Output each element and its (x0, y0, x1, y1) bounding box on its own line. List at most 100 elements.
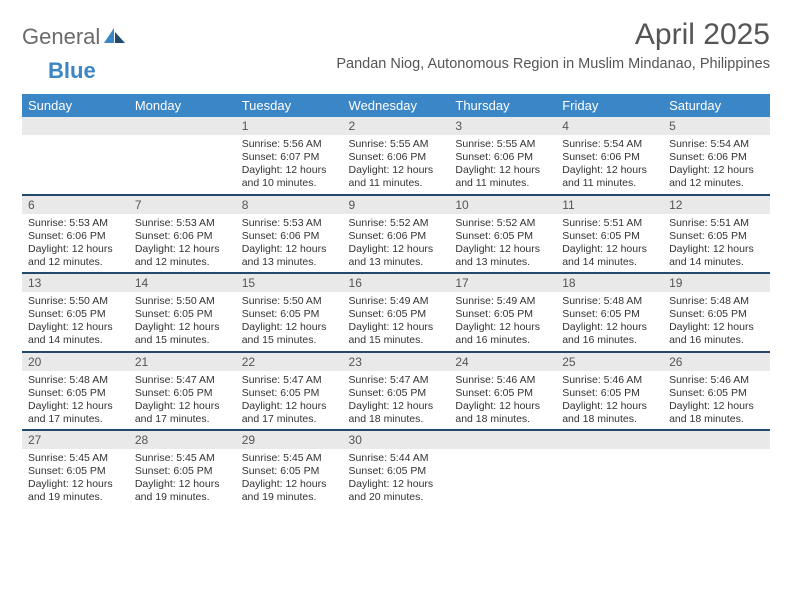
day-cell: Sunrise: 5:47 AMSunset: 6:05 PMDaylight:… (236, 371, 343, 431)
sunrise-line: Sunrise: 5:56 AM (242, 138, 337, 151)
daylight-line: Daylight: 12 hours (669, 243, 764, 256)
day-number (663, 431, 770, 449)
day-number: 16 (343, 274, 450, 292)
daylight-line-2: and 11 minutes. (349, 177, 444, 190)
sunrise-line: Sunrise: 5:50 AM (135, 295, 230, 308)
sunset-line: Sunset: 6:06 PM (242, 230, 337, 243)
daylight-line: Daylight: 12 hours (135, 400, 230, 413)
day-cell (663, 449, 770, 508)
daylight-line: Daylight: 12 hours (669, 164, 764, 177)
day-cell: Sunrise: 5:50 AMSunset: 6:05 PMDaylight:… (22, 292, 129, 352)
daylight-line: Daylight: 12 hours (562, 164, 657, 177)
week-2-daynums: 13141516171819 (22, 274, 770, 292)
daylight-line: Daylight: 12 hours (455, 164, 550, 177)
day-number: 15 (236, 274, 343, 292)
day-cell: Sunrise: 5:47 AMSunset: 6:05 PMDaylight:… (343, 371, 450, 431)
sunset-line: Sunset: 6:06 PM (28, 230, 123, 243)
calendar-table: SundayMondayTuesdayWednesdayThursdayFrid… (22, 94, 770, 508)
daylight-line-2: and 15 minutes. (349, 334, 444, 347)
sunset-line: Sunset: 6:06 PM (562, 151, 657, 164)
sunset-line: Sunset: 6:05 PM (669, 308, 764, 321)
sunset-line: Sunset: 6:05 PM (28, 308, 123, 321)
sunrise-line: Sunrise: 5:49 AM (455, 295, 550, 308)
week-0-daynums: 12345 (22, 117, 770, 135)
sunrise-line: Sunrise: 5:46 AM (562, 374, 657, 387)
day-number: 1 (236, 117, 343, 135)
day-number: 28 (129, 431, 236, 449)
dow-friday: Friday (556, 94, 663, 117)
day-cell: Sunrise: 5:45 AMSunset: 6:05 PMDaylight:… (22, 449, 129, 508)
day-cell: Sunrise: 5:49 AMSunset: 6:05 PMDaylight:… (449, 292, 556, 352)
day-number: 21 (129, 353, 236, 371)
calendar-body: 12345Sunrise: 5:56 AMSunset: 6:07 PMDayl… (22, 117, 770, 508)
week-1-daynums: 6789101112 (22, 196, 770, 214)
sunset-line: Sunset: 6:05 PM (28, 387, 123, 400)
day-number: 23 (343, 353, 450, 371)
daylight-line-2: and 10 minutes. (242, 177, 337, 190)
sunrise-line: Sunrise: 5:53 AM (28, 217, 123, 230)
day-number: 8 (236, 196, 343, 214)
daylight-line-2: and 13 minutes. (242, 256, 337, 269)
sunrise-line: Sunrise: 5:52 AM (349, 217, 444, 230)
daylight-line-2: and 12 minutes. (28, 256, 123, 269)
sunrise-line: Sunrise: 5:48 AM (669, 295, 764, 308)
day-number: 2 (343, 117, 450, 135)
week-4-bodies: Sunrise: 5:45 AMSunset: 6:05 PM Daylight:… (22, 449, 770, 508)
sunset-line: Sunset: 6:05 PM (135, 465, 230, 478)
day-number (129, 117, 236, 135)
sunrise-line: Sunrise: 5:44 AM (349, 452, 444, 465)
daylight-line-2: and 14 minutes. (562, 256, 657, 269)
day-cell: Sunrise: 5:55 AMSunset: 6:06 PMDaylight:… (343, 135, 450, 195)
day-number: 10 (449, 196, 556, 214)
day-number: 18 (556, 274, 663, 292)
day-cell: Sunrise: 5:51 AMSunset: 6:05 PMDaylight:… (663, 214, 770, 274)
day-number: 4 (556, 117, 663, 135)
daylight-line: Daylight: 12 hours (135, 321, 230, 334)
day-cell (129, 135, 236, 195)
day-cell: Sunrise: 5:46 AMSunset: 6:05 PMDaylight:… (663, 371, 770, 431)
day-cell: Sunrise: 5:51 AMSunset: 6:05 PMDaylight:… (556, 214, 663, 274)
sunrise-line: Sunrise: 5:50 AM (28, 295, 123, 308)
logo: General (22, 24, 128, 50)
daylight-line-2: and 15 minutes. (135, 334, 230, 347)
sunset-line: Sunset: 6:05 PM (455, 387, 550, 400)
week-0-bodies: Sunrise: 5:56 AMSunset: 6:07 PMDaylight:… (22, 135, 770, 195)
daylight-line-2: and 16 minutes. (562, 334, 657, 347)
daylight-line: Daylight: 12 hours (349, 400, 444, 413)
daylight-line-2: and 19 minutes. (242, 491, 337, 504)
day-of-week-header: SundayMondayTuesdayWednesdayThursdayFrid… (22, 94, 770, 117)
day-number: 5 (663, 117, 770, 135)
day-number: 7 (129, 196, 236, 214)
daylight-line: Daylight: 12 hours (28, 243, 123, 256)
day-cell: Sunrise: 5:53 AMSunset: 6:06 PMDaylight:… (129, 214, 236, 274)
dow-thursday: Thursday (449, 94, 556, 117)
day-number: 22 (236, 353, 343, 371)
daylight-line-2: and 19 minutes. (135, 491, 230, 504)
day-cell: Sunrise: 5:45 AMSunset: 6:05 PMDaylight:… (129, 449, 236, 508)
daylight-line: Daylight: 12 hours (562, 321, 657, 334)
day-number: 11 (556, 196, 663, 214)
sunrise-line: Sunrise: 5:47 AM (349, 374, 444, 387)
day-cell: Sunrise: 5:50 AMSunset: 6:05 PMDaylight:… (236, 292, 343, 352)
daylight-line: Daylight: 12 hours (562, 243, 657, 256)
day-cell (556, 449, 663, 508)
day-number: 14 (129, 274, 236, 292)
dow-sunday: Sunday (22, 94, 129, 117)
sunset-line: Sunset: 6:06 PM (135, 230, 230, 243)
day-cell: Sunrise: 5:52 AMSunset: 6:05 PMDaylight:… (449, 214, 556, 274)
week-2-bodies: Sunrise: 5:50 AMSunset: 6:05 PMDaylight:… (22, 292, 770, 352)
sunrise-line: Sunrise: 5:45 AM (135, 452, 230, 465)
day-cell: Sunrise: 5:50 AMSunset: 6:05 PMDaylight:… (129, 292, 236, 352)
daylight-line-2: and 15 minutes. (242, 334, 337, 347)
sunrise-line: Sunrise: 5:51 AM (669, 217, 764, 230)
sunrise-line: Sunrise: 5:54 AM (669, 138, 764, 151)
day-cell: Sunrise: 5:53 AMSunset: 6:06 PMDaylight:… (22, 214, 129, 274)
day-number: 30 (343, 431, 450, 449)
day-number: 19 (663, 274, 770, 292)
daylight-line-2: and 14 minutes. (669, 256, 764, 269)
day-cell: Sunrise: 5:46 AMSunset: 6:05 PMDaylight:… (449, 371, 556, 431)
daylight-line: Daylight: 12 hours (28, 478, 123, 491)
sunset-line: Sunset: 6:05 PM (669, 387, 764, 400)
sunrise-line: Sunrise: 5:52 AM (455, 217, 550, 230)
dow-monday: Monday (129, 94, 236, 117)
